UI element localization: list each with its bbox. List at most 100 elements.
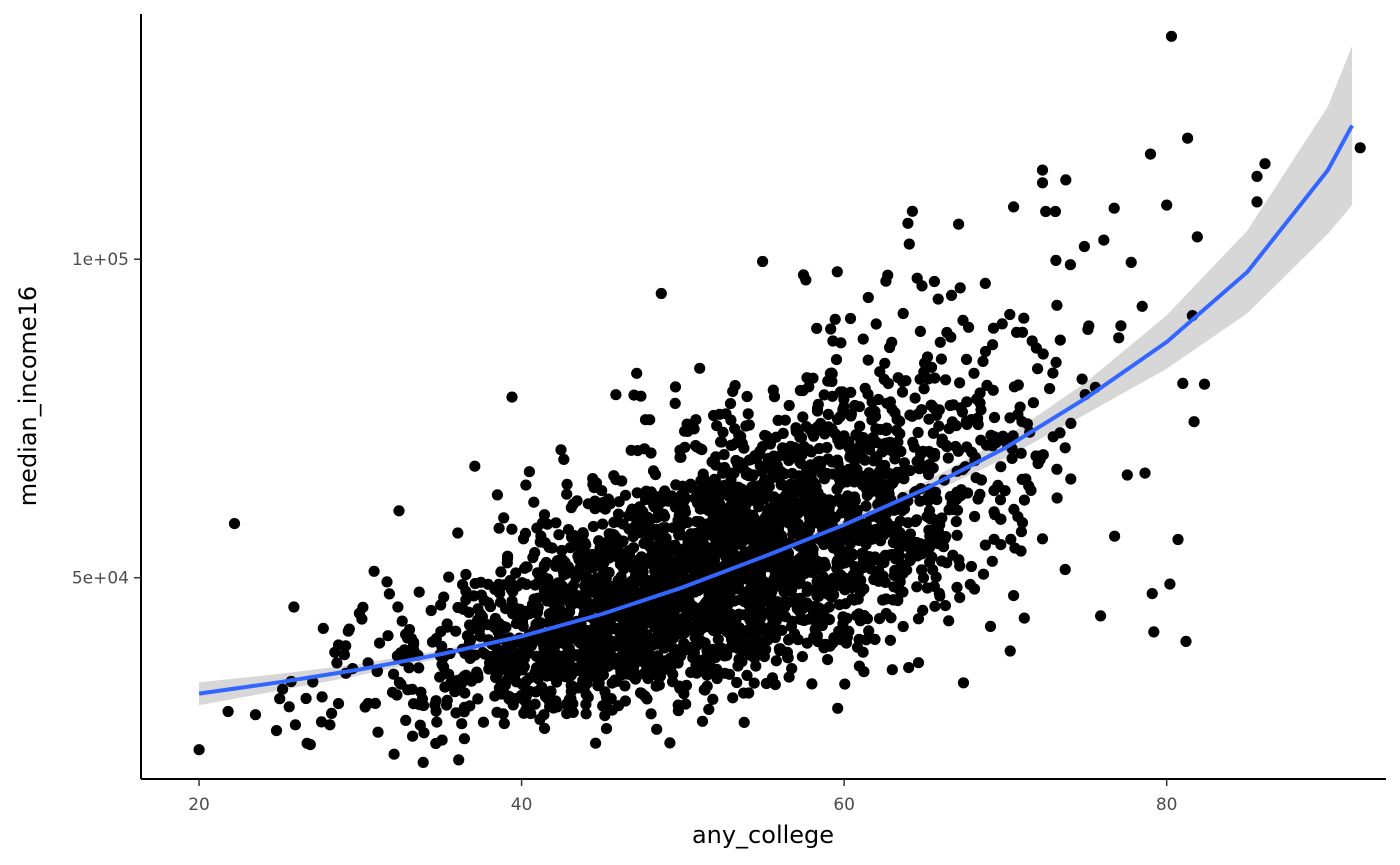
- data-point: [359, 701, 371, 713]
- data-point: [274, 693, 286, 705]
- data-point: [709, 502, 721, 514]
- data-point: [506, 595, 518, 607]
- data-point: [921, 582, 933, 594]
- data-point: [1059, 442, 1071, 454]
- data-point: [719, 667, 731, 679]
- data-point: [532, 592, 544, 604]
- data-point: [608, 516, 620, 529]
- data-point: [535, 530, 547, 542]
- data-point: [1040, 205, 1052, 218]
- data-point: [1139, 467, 1151, 479]
- data-point: [834, 536, 846, 548]
- data-point: [441, 618, 453, 630]
- data-point: [450, 625, 462, 637]
- data-point: [735, 430, 747, 442]
- data-point: [1051, 463, 1063, 475]
- data-point: [770, 655, 782, 667]
- data-point: [803, 496, 815, 508]
- data-point: [750, 660, 762, 672]
- data-point: [608, 470, 620, 482]
- data-point: [610, 551, 623, 563]
- data-point: [613, 496, 625, 508]
- data-point: [664, 573, 676, 585]
- data-point: [853, 608, 865, 620]
- data-point: [486, 650, 498, 663]
- data-point: [1007, 430, 1019, 442]
- data-point: [923, 524, 935, 536]
- data-point: [772, 518, 784, 530]
- data-point: [834, 438, 846, 450]
- data-point: [580, 698, 592, 710]
- data-point: [555, 444, 567, 456]
- data-point: [857, 646, 869, 658]
- data-point: [745, 516, 757, 528]
- data-point: [925, 537, 937, 549]
- data-point: [884, 634, 897, 646]
- data-point: [538, 722, 551, 735]
- data-point: [783, 505, 795, 517]
- data-point: [862, 489, 874, 501]
- data-point: [472, 693, 484, 705]
- data-point: [580, 573, 592, 585]
- data-point: [417, 756, 429, 769]
- data-point: [799, 471, 812, 483]
- data-point: [590, 737, 602, 749]
- data-point: [516, 653, 529, 665]
- data-point: [898, 473, 910, 485]
- data-point: [388, 748, 400, 760]
- data-point: [668, 607, 680, 619]
- data-point: [987, 339, 999, 351]
- data-point: [834, 386, 847, 398]
- data-point: [1015, 545, 1027, 557]
- data-point: [1018, 494, 1030, 506]
- data-point: [864, 406, 876, 418]
- data-point: [494, 685, 506, 697]
- data-point: [597, 518, 609, 530]
- data-point: [889, 564, 901, 577]
- data-point: [826, 375, 838, 388]
- data-point: [779, 582, 791, 594]
- data-point: [996, 318, 1008, 330]
- data-point: [929, 447, 941, 460]
- data-point: [797, 384, 809, 397]
- data-point: [578, 560, 590, 572]
- data-point: [538, 509, 551, 521]
- data-point: [652, 650, 664, 662]
- data-point: [669, 397, 681, 409]
- data-point: [592, 628, 604, 640]
- data-point: [859, 454, 871, 466]
- data-point: [810, 481, 822, 493]
- data-point: [443, 668, 455, 680]
- data-point: [980, 439, 993, 451]
- data-point: [767, 537, 779, 549]
- data-point: [575, 543, 587, 555]
- data-point: [852, 471, 864, 483]
- data-point: [730, 613, 742, 625]
- data-point: [903, 238, 915, 250]
- data-point: [395, 647, 407, 659]
- data-point: [430, 695, 442, 707]
- data-point: [740, 629, 752, 641]
- data-point: [1146, 588, 1158, 600]
- data-point: [675, 509, 687, 521]
- data-point: [783, 671, 795, 683]
- data-point: [1008, 201, 1020, 213]
- data-point: [580, 708, 592, 720]
- data-point: [729, 423, 741, 435]
- data-point: [911, 455, 923, 468]
- data-point: [921, 351, 934, 363]
- data-point: [464, 652, 476, 665]
- data-point: [1177, 377, 1189, 389]
- data-point: [431, 716, 443, 728]
- data-point: [1121, 469, 1133, 481]
- data-point: [783, 399, 795, 412]
- data-point: [1060, 174, 1072, 186]
- data-point: [945, 289, 958, 301]
- data-point: [977, 568, 990, 580]
- data-point: [656, 607, 668, 620]
- data-point: [718, 650, 731, 662]
- data-point: [625, 617, 637, 629]
- data-point: [300, 692, 312, 705]
- data-point: [407, 730, 419, 742]
- data-point: [635, 390, 647, 402]
